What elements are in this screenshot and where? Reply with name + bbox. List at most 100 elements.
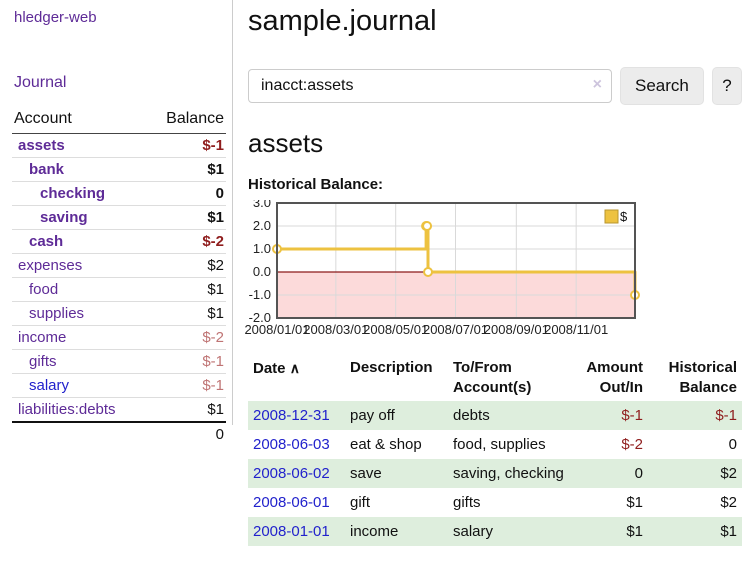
accounts-cell: debts — [453, 407, 490, 424]
account-link-income[interactable]: income — [18, 329, 67, 346]
help-button[interactable]: ? — [711, 67, 742, 105]
account-link-food[interactable]: food — [29, 281, 59, 298]
sidebar-item-journal[interactable]: Journal — [14, 74, 67, 91]
search-input[interactable] — [248, 69, 612, 103]
table-row: 2008-06-02 save saving, checking 0 $2 — [248, 459, 742, 488]
account-row: bank $1 — [12, 157, 226, 182]
table-row: 2008-06-01 gift gifts $1 $2 — [248, 488, 742, 517]
account-link-supplies[interactable]: supplies — [29, 305, 85, 322]
balance-cell: 0 — [728, 436, 737, 453]
balance-cell: $-1 — [715, 407, 737, 424]
main-content: sample.journal × Search ? assets Histori… — [244, 0, 742, 546]
page-title: sample.journal — [248, 5, 437, 37]
clear-search-icon[interactable]: × — [592, 76, 602, 93]
register-table: Date ∧ Description To/From Account(s) Amo… — [248, 355, 742, 546]
amount-cell: 0 — [634, 465, 643, 482]
accounts-total-row: 0 — [12, 421, 226, 446]
account-row: gifts $-1 — [12, 349, 226, 374]
date-link[interactable]: 2008-06-01 — [253, 494, 330, 511]
description-cell: income — [350, 523, 399, 540]
account-row: salary $-1 — [12, 373, 226, 398]
register-header-date[interactable]: Date ∧ — [253, 360, 300, 377]
amount-cell: $1 — [626, 494, 643, 511]
account-balance: $-2 — [146, 325, 226, 350]
account-balance: $1 — [146, 277, 226, 302]
account-row: expenses $2 — [12, 253, 226, 278]
description-cell: save — [350, 465, 382, 482]
amount-cell: $-2 — [621, 436, 643, 453]
svg-text:2008/05/01: 2008/05/01 — [363, 322, 428, 337]
account-link-saving[interactable]: saving — [40, 209, 88, 226]
date-link[interactable]: 2008-06-03 — [253, 436, 330, 453]
date-link[interactable]: 2008-12-31 — [253, 407, 330, 424]
svg-text:2008/11/01: 2008/11/01 — [544, 322, 608, 337]
svg-text:2008/07/01: 2008/07/01 — [423, 322, 488, 337]
account-row: liabilities:debts $1 — [12, 397, 226, 423]
accounts-table: Account Balance assets $-1 bank $1 checking 0… — [12, 107, 226, 446]
svg-text:2.0: 2.0 — [253, 218, 271, 233]
register-header-description: Description — [350, 359, 433, 376]
account-balance: 0 — [146, 181, 226, 206]
amount-cell: $1 — [626, 523, 643, 540]
balance-cell: $1 — [720, 523, 737, 540]
accounts-cell: salary — [453, 523, 494, 540]
sort-ascending-icon: ∧ — [289, 360, 300, 376]
account-balance: $2 — [146, 253, 226, 278]
search-button[interactable]: Search — [620, 67, 704, 105]
register-header-accounts: To/From Account(s) — [453, 359, 532, 396]
account-row: food $1 — [12, 277, 226, 302]
account-link-bank[interactable]: bank — [29, 161, 65, 178]
accounts-header-account: Account — [12, 107, 147, 134]
svg-text:1.0: 1.0 — [253, 241, 271, 256]
account-link-gifts[interactable]: gifts — [29, 353, 57, 370]
account-row: checking 0 — [12, 181, 226, 206]
account-balance: $1 — [146, 397, 226, 423]
accounts-cell: gifts — [453, 494, 481, 511]
account-link-assets[interactable]: assets — [18, 137, 65, 154]
svg-text:0.0: 0.0 — [253, 264, 271, 279]
table-row: 2008-01-01 income salary $1 $1 — [248, 517, 742, 546]
account-link-cash[interactable]: cash — [29, 233, 64, 250]
account-balance: $1 — [146, 301, 226, 326]
search-box: × — [248, 69, 612, 103]
account-link-expenses[interactable]: expenses — [18, 257, 83, 274]
sidebar: hledger-web Journal Account Balance asse… — [0, 0, 232, 446]
account-balance: $1 — [146, 205, 226, 230]
account-balance: $-1 — [146, 373, 226, 398]
table-row: 2008-06-03 eat & shop food, supplies $-2 0 — [248, 430, 742, 459]
sidebar-divider — [232, 0, 233, 425]
legend-swatch — [604, 209, 619, 224]
svg-text:3.0: 3.0 — [253, 200, 271, 210]
historical-balance-chart: $3.0 2.0 1.0 0.0 -1.0 -2.02008/01/012008/03/0… — [244, 200, 640, 337]
date-link[interactable]: 2008-06-02 — [253, 465, 330, 482]
account-row: income $-2 — [12, 325, 226, 350]
legend-label: $ — [620, 209, 628, 224]
description-cell: pay off — [350, 407, 395, 424]
account-link-liabilities-debts[interactable]: liabilities:debts — [18, 401, 116, 418]
account-balance: $-1 — [146, 349, 226, 374]
svg-text:2008/09/01: 2008/09/01 — [484, 322, 549, 337]
account-balance: $-1 — [146, 133, 226, 158]
balance-cell: $2 — [720, 465, 737, 482]
description-cell: gift — [350, 494, 371, 511]
svg-text:-1.0: -1.0 — [249, 287, 271, 302]
svg-text:2008/01/01: 2008/01/01 — [244, 322, 309, 337]
table-row: 2008-12-31 pay off debts $-1 $-1 — [248, 401, 742, 430]
register-header-amount: Amount Out/In — [586, 359, 643, 396]
balance-cell: $2 — [720, 494, 737, 511]
app-title-link[interactable]: hledger-web — [14, 9, 97, 26]
register-header-row: Date ∧ Description To/From Account(s) Amo… — [248, 355, 742, 401]
register-header-balance: Historical Balance — [668, 359, 737, 396]
accounts-cell: saving, checking — [453, 465, 564, 482]
account-link-salary[interactable]: salary — [29, 377, 70, 394]
chart-title: Historical Balance: — [248, 176, 384, 193]
account-row: assets $-1 — [12, 133, 226, 158]
accounts-total-balance: 0 — [146, 421, 226, 446]
accounts-header-row: Account Balance — [12, 107, 226, 134]
date-link[interactable]: 2008-01-01 — [253, 523, 330, 540]
account-row: supplies $1 — [12, 301, 226, 326]
account-link-checking[interactable]: checking — [40, 185, 106, 202]
account-row: saving $1 — [12, 205, 226, 230]
description-cell: eat & shop — [350, 436, 422, 453]
amount-cell: $-1 — [621, 407, 643, 424]
